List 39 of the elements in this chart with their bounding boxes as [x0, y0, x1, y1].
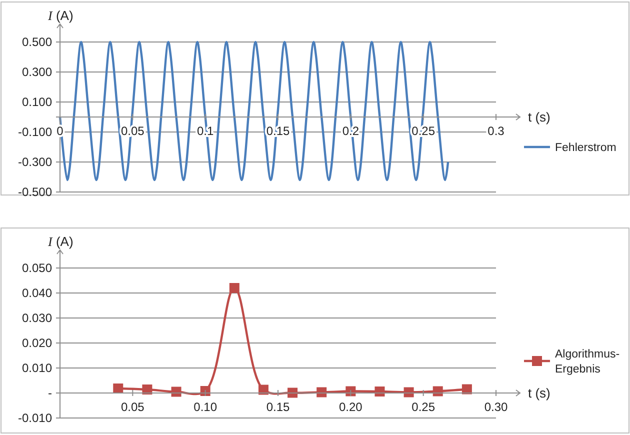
y-tick-label: 0.040 [22, 286, 52, 300]
y-axis-title: I (A) [47, 234, 74, 249]
y-tick-label: - [48, 386, 52, 400]
point [113, 384, 124, 394]
y-tick-label: -0.100 [18, 125, 52, 140]
point [404, 387, 414, 398]
x-tick-label: 0.05 [120, 400, 145, 414]
point [142, 384, 152, 394]
x-tick-label: 0.20 [338, 400, 363, 414]
y-tick-label: 0.020 [22, 336, 52, 350]
y-tick-label: 0.300 [22, 65, 52, 80]
x-axis-title: t (s) [528, 110, 550, 125]
line-series [58, 40, 450, 182]
y-tick-label: 0.500 [22, 35, 52, 50]
x-tick-label: 0.3 [488, 124, 505, 138]
point [316, 387, 327, 398]
x-tick-label: 0.25 [412, 400, 436, 414]
y-tick-label: -0.300 [18, 155, 52, 170]
point [229, 283, 240, 293]
legend-label: Fehlerstrom [555, 142, 616, 154]
x-tick-label: 0.15 [266, 400, 290, 414]
y-tick-label: 0.100 [22, 95, 52, 110]
point [288, 388, 298, 398]
x-tick-label: 0.10 [194, 400, 218, 414]
y-tick-label: -0.010 [18, 411, 52, 426]
point [258, 384, 268, 395]
legend-label: Algorithmus-Ergebnis [555, 348, 620, 376]
y-tick-label: 0.050 [22, 261, 52, 276]
point [432, 386, 443, 396]
x-tick-label: 0.30 [484, 400, 508, 414]
y-axis-title: I (A) [47, 8, 74, 23]
point [171, 386, 182, 397]
point [374, 386, 385, 396]
x-tick-label: 0 [56, 124, 64, 138]
y-tick-label: -0.500 [18, 185, 52, 200]
y-tick-label: 0.010 [22, 361, 52, 376]
y-tick-label: 0.030 [22, 311, 52, 326]
x-axis-title: t (s) [528, 386, 550, 401]
point [462, 384, 472, 394]
